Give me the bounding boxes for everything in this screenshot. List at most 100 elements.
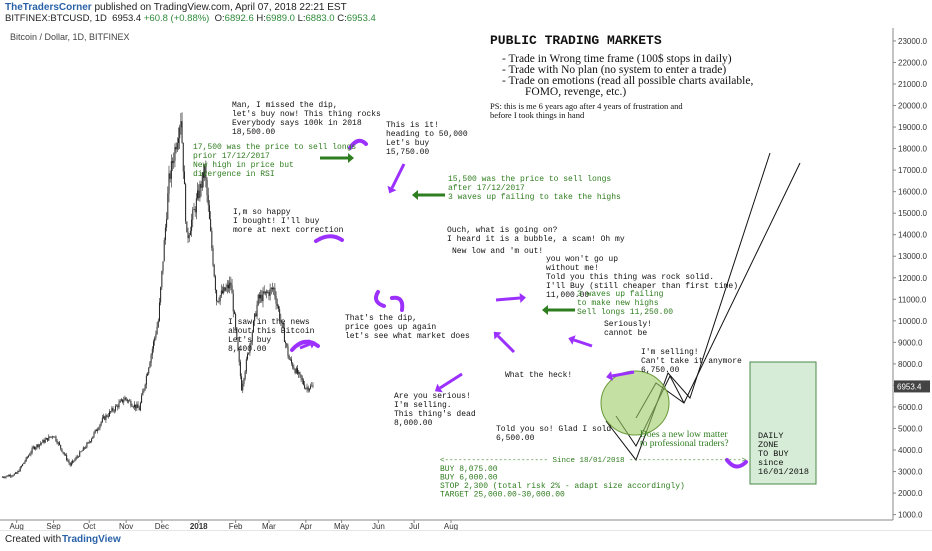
candle-body — [118, 402, 120, 408]
time-tick-label: Aug — [444, 522, 458, 530]
last-price: 6953.4 — [112, 13, 142, 24]
candle-body — [106, 415, 108, 417]
purple-curved-arrow — [314, 234, 344, 243]
note-new-low: New low and 'm out! — [452, 247, 543, 256]
candle-body — [61, 448, 63, 452]
tradingview-logo[interactable]: TradingView — [62, 534, 121, 545]
note-sell-17500: 17,500 was the price to sell longsprior … — [193, 143, 356, 179]
note-plan-line: STOP 2,300 (total risk 2% - adapt size a… — [440, 482, 685, 491]
time-tick-label: Mar — [262, 522, 276, 530]
buy-ellipse — [600, 370, 670, 436]
candle-body — [98, 428, 100, 430]
candle-body — [273, 287, 275, 290]
candle-body — [31, 447, 33, 453]
candle-body — [70, 462, 72, 466]
note-what-the-heck-line: What the heck! — [505, 371, 572, 380]
candle-body — [277, 305, 279, 310]
candle-body — [227, 284, 229, 289]
candle-body — [160, 287, 162, 303]
candle-body — [248, 352, 250, 354]
candle-body — [244, 371, 246, 379]
candle-body — [218, 301, 220, 302]
candle-body — [249, 344, 251, 353]
time-tick-label: Jun — [372, 522, 385, 530]
candle-body — [297, 368, 298, 374]
candle-body — [75, 457, 77, 460]
drawings — [290, 138, 817, 485]
candle-body — [182, 142, 184, 172]
note-sell-15500-line: 15,500 was the price to sell longs — [448, 175, 611, 184]
candle-body — [9, 475, 11, 477]
candle-body — [126, 399, 128, 402]
candle-body — [261, 294, 263, 302]
note-bullets-cont: FOMO, revenge, etc.) — [525, 86, 626, 98]
annotations: PUBLIC TRADING MARKETS - Trade in Wrong t… — [193, 33, 809, 500]
candle-body — [147, 373, 149, 376]
candle-body — [157, 320, 159, 327]
price-axis[interactable]: 1000.02000.03000.04000.05000.06000.07000… — [892, 28, 930, 520]
price-change: +60.8 (+0.88%) — [143, 13, 210, 24]
purple-arrow-head — [308, 339, 316, 349]
candle-body — [116, 405, 118, 407]
candle-body — [185, 184, 187, 222]
candle-body — [174, 147, 176, 161]
time-tick-label: Aug — [10, 522, 24, 530]
candle-body — [306, 387, 308, 389]
candle-body — [68, 460, 70, 464]
candle-body — [142, 391, 144, 396]
candle-body — [263, 291, 265, 294]
candle-body — [179, 127, 181, 139]
candle-body — [100, 421, 102, 425]
price-tick-label: 9000.0 — [898, 338, 923, 347]
candle-body — [125, 397, 127, 400]
candle-body — [80, 451, 82, 453]
candle-body — [19, 466, 21, 472]
candle-body — [206, 179, 208, 196]
candle-body — [201, 172, 203, 188]
candle-body — [167, 193, 169, 220]
time-axis[interactable]: Aug Sep Oct Nov Dec 2018 Feb Mar Apr May Jun Jul Aug — [0, 519, 893, 530]
purple-arrow-head — [568, 335, 576, 345]
candle-body — [208, 205, 210, 220]
note-happy-line: I,m so happy — [233, 208, 291, 217]
open-value: 6892.6 — [224, 13, 254, 24]
publisher-name[interactable]: TheTradersCorner — [5, 2, 92, 13]
ohlc-line: BITFINEX:BTCUSD, 1D 6953.4 +60.8 (+0.88%… — [5, 13, 376, 24]
note-seriously-line: Seriously! — [604, 320, 652, 329]
price-tick-label: 3000.0 — [898, 468, 923, 477]
candle-body — [251, 332, 253, 342]
candle-body — [133, 404, 135, 408]
note-daily-zone-line: TO BUY — [758, 449, 789, 459]
candle-body — [74, 459, 76, 461]
time-tick-label: May — [334, 522, 349, 530]
candle-body — [198, 190, 200, 199]
candle-body — [60, 444, 62, 449]
candle-body — [170, 161, 172, 179]
candle-body — [17, 471, 19, 474]
purple-curved-arrow — [348, 138, 368, 150]
candle-body — [293, 367, 295, 370]
candle-body — [213, 264, 215, 277]
note-daily-zone-line: 16/01/2018 — [758, 467, 809, 477]
candle-body — [254, 313, 256, 321]
candle-body — [148, 367, 150, 374]
candle-body — [105, 415, 107, 420]
candle-body — [262, 291, 264, 302]
chart-area[interactable]: Bitcoin / Dollar, 1D, BITFINEX 1000.0 200… — [0, 28, 932, 530]
purple-curved-arrow — [725, 458, 748, 469]
note-daily-zone-line: since — [758, 458, 784, 468]
candle-body — [243, 378, 245, 384]
candle-body — [226, 284, 228, 288]
price-tick-label: 2000.0 — [898, 489, 923, 498]
candle-body — [124, 397, 126, 401]
candle-body — [6, 475, 8, 477]
time-tick-label: Apr — [300, 522, 313, 530]
candle-body — [237, 337, 239, 351]
candle-body — [291, 359, 293, 364]
price-chart[interactable]: Bitcoin / Dollar, 1D, BITFINEX 1000.0 200… — [0, 28, 932, 530]
candle-body — [217, 301, 219, 302]
note-told-you-line: Told you so! Glad I sold — [496, 425, 611, 434]
price-tick-label: 22000.0 — [898, 58, 927, 67]
note-ouch-line: Ouch, what is going on? — [447, 226, 558, 235]
